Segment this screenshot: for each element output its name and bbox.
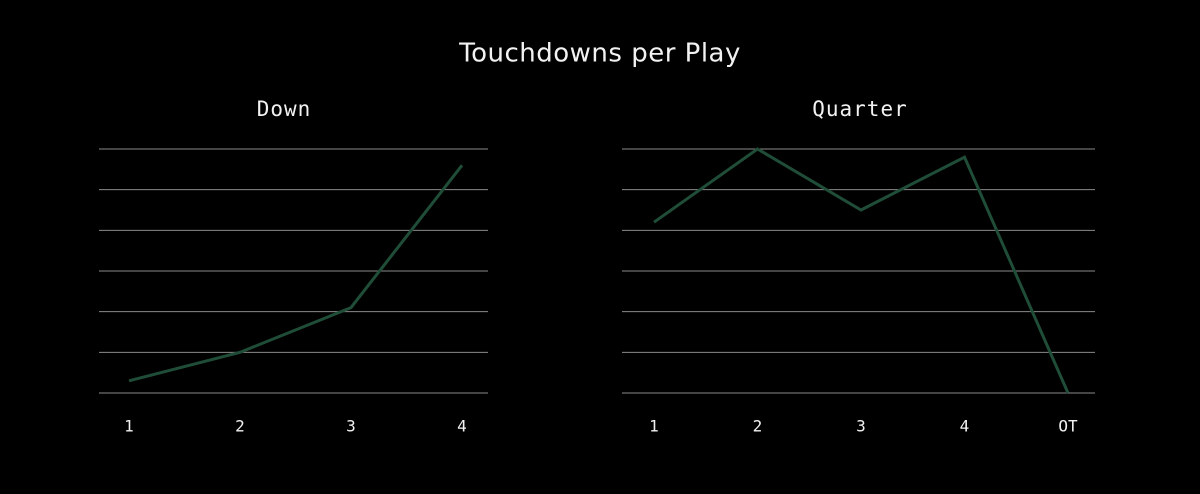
x-tick-label: 2 [753,417,763,436]
x-tick-label: OT [1058,417,1078,436]
x-tick-label: 4 [960,417,970,436]
chart-title: Quarter [812,97,908,121]
x-tick-label: 1 [649,417,659,436]
page-title: Touchdowns per Play [458,39,741,69]
x-tick-label: 4 [457,417,467,436]
data-line [653,147,1070,394]
x-tick-label: 3 [856,417,866,436]
x-tick-label: 3 [346,417,356,436]
x-tick-label: 2 [235,417,245,436]
data-line [128,164,464,383]
chart-title: Down [257,97,312,121]
x-tick-label: 1 [124,417,134,436]
